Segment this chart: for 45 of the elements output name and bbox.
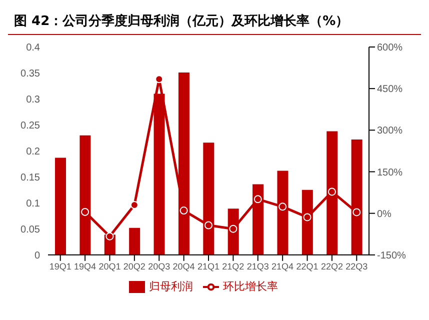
y-tick-label: 0.25 bbox=[20, 120, 40, 132]
x-tick-label: 22Q1 bbox=[296, 261, 318, 272]
x-tick-label: 21Q1 bbox=[197, 261, 220, 272]
x-tick-label: 19Q1 bbox=[49, 261, 72, 272]
point bbox=[303, 213, 312, 222]
y-tick-label: 0.05 bbox=[20, 224, 40, 236]
x-tick-label: 19Q4 bbox=[74, 261, 96, 272]
x-tick-label: 20Q4 bbox=[172, 261, 195, 272]
point bbox=[155, 75, 164, 84]
bar bbox=[55, 158, 66, 255]
y-tick-label: 0.35 bbox=[20, 68, 40, 80]
y-tick-label: 0.4 bbox=[26, 42, 40, 54]
point bbox=[328, 188, 336, 196]
x-tick-label: 20Q3 bbox=[148, 261, 170, 272]
point bbox=[204, 221, 212, 230]
x-tick-label: 20Q1 bbox=[98, 261, 121, 272]
y-tick-label: 0.2 bbox=[26, 146, 40, 158]
y-tick-label: 0 bbox=[34, 250, 40, 262]
point bbox=[106, 232, 114, 240]
y-tick-label: 0.15 bbox=[20, 172, 40, 184]
y-tick-label: 0.3 bbox=[26, 94, 40, 106]
y2-tick-label: 600% bbox=[377, 42, 403, 54]
y2-tick-label: 0% bbox=[377, 208, 392, 220]
point bbox=[229, 224, 238, 233]
x-tick-label: 21Q3 bbox=[246, 261, 269, 272]
x-tick-label: 21Q2 bbox=[222, 261, 244, 272]
point bbox=[278, 202, 287, 211]
y2-tick-label: -150% bbox=[377, 250, 406, 262]
point bbox=[130, 201, 138, 210]
x-tick-label: 22Q2 bbox=[320, 261, 343, 272]
x-tick-label: 21Q4 bbox=[272, 261, 294, 272]
point bbox=[352, 208, 361, 216]
y2-tick-label: 300% bbox=[377, 126, 403, 137]
x-tick-label: 20Q2 bbox=[123, 261, 146, 272]
point bbox=[254, 195, 262, 204]
point bbox=[180, 206, 188, 215]
y2-tick-label: 450% bbox=[377, 84, 403, 96]
legend-label: 归母利润 bbox=[149, 280, 193, 293]
y-tick-label: 0.1 bbox=[26, 198, 40, 210]
bar bbox=[129, 228, 140, 255]
chart-title: 图 42：公司分季度归母利润（亿元）及环比增长率（%） bbox=[8, 8, 421, 35]
x-tick-label: 22Q3 bbox=[346, 261, 368, 272]
point bbox=[81, 208, 90, 216]
y2-tick-label: 150% bbox=[377, 167, 403, 178]
legend-label: 环比增长率 bbox=[223, 280, 278, 293]
